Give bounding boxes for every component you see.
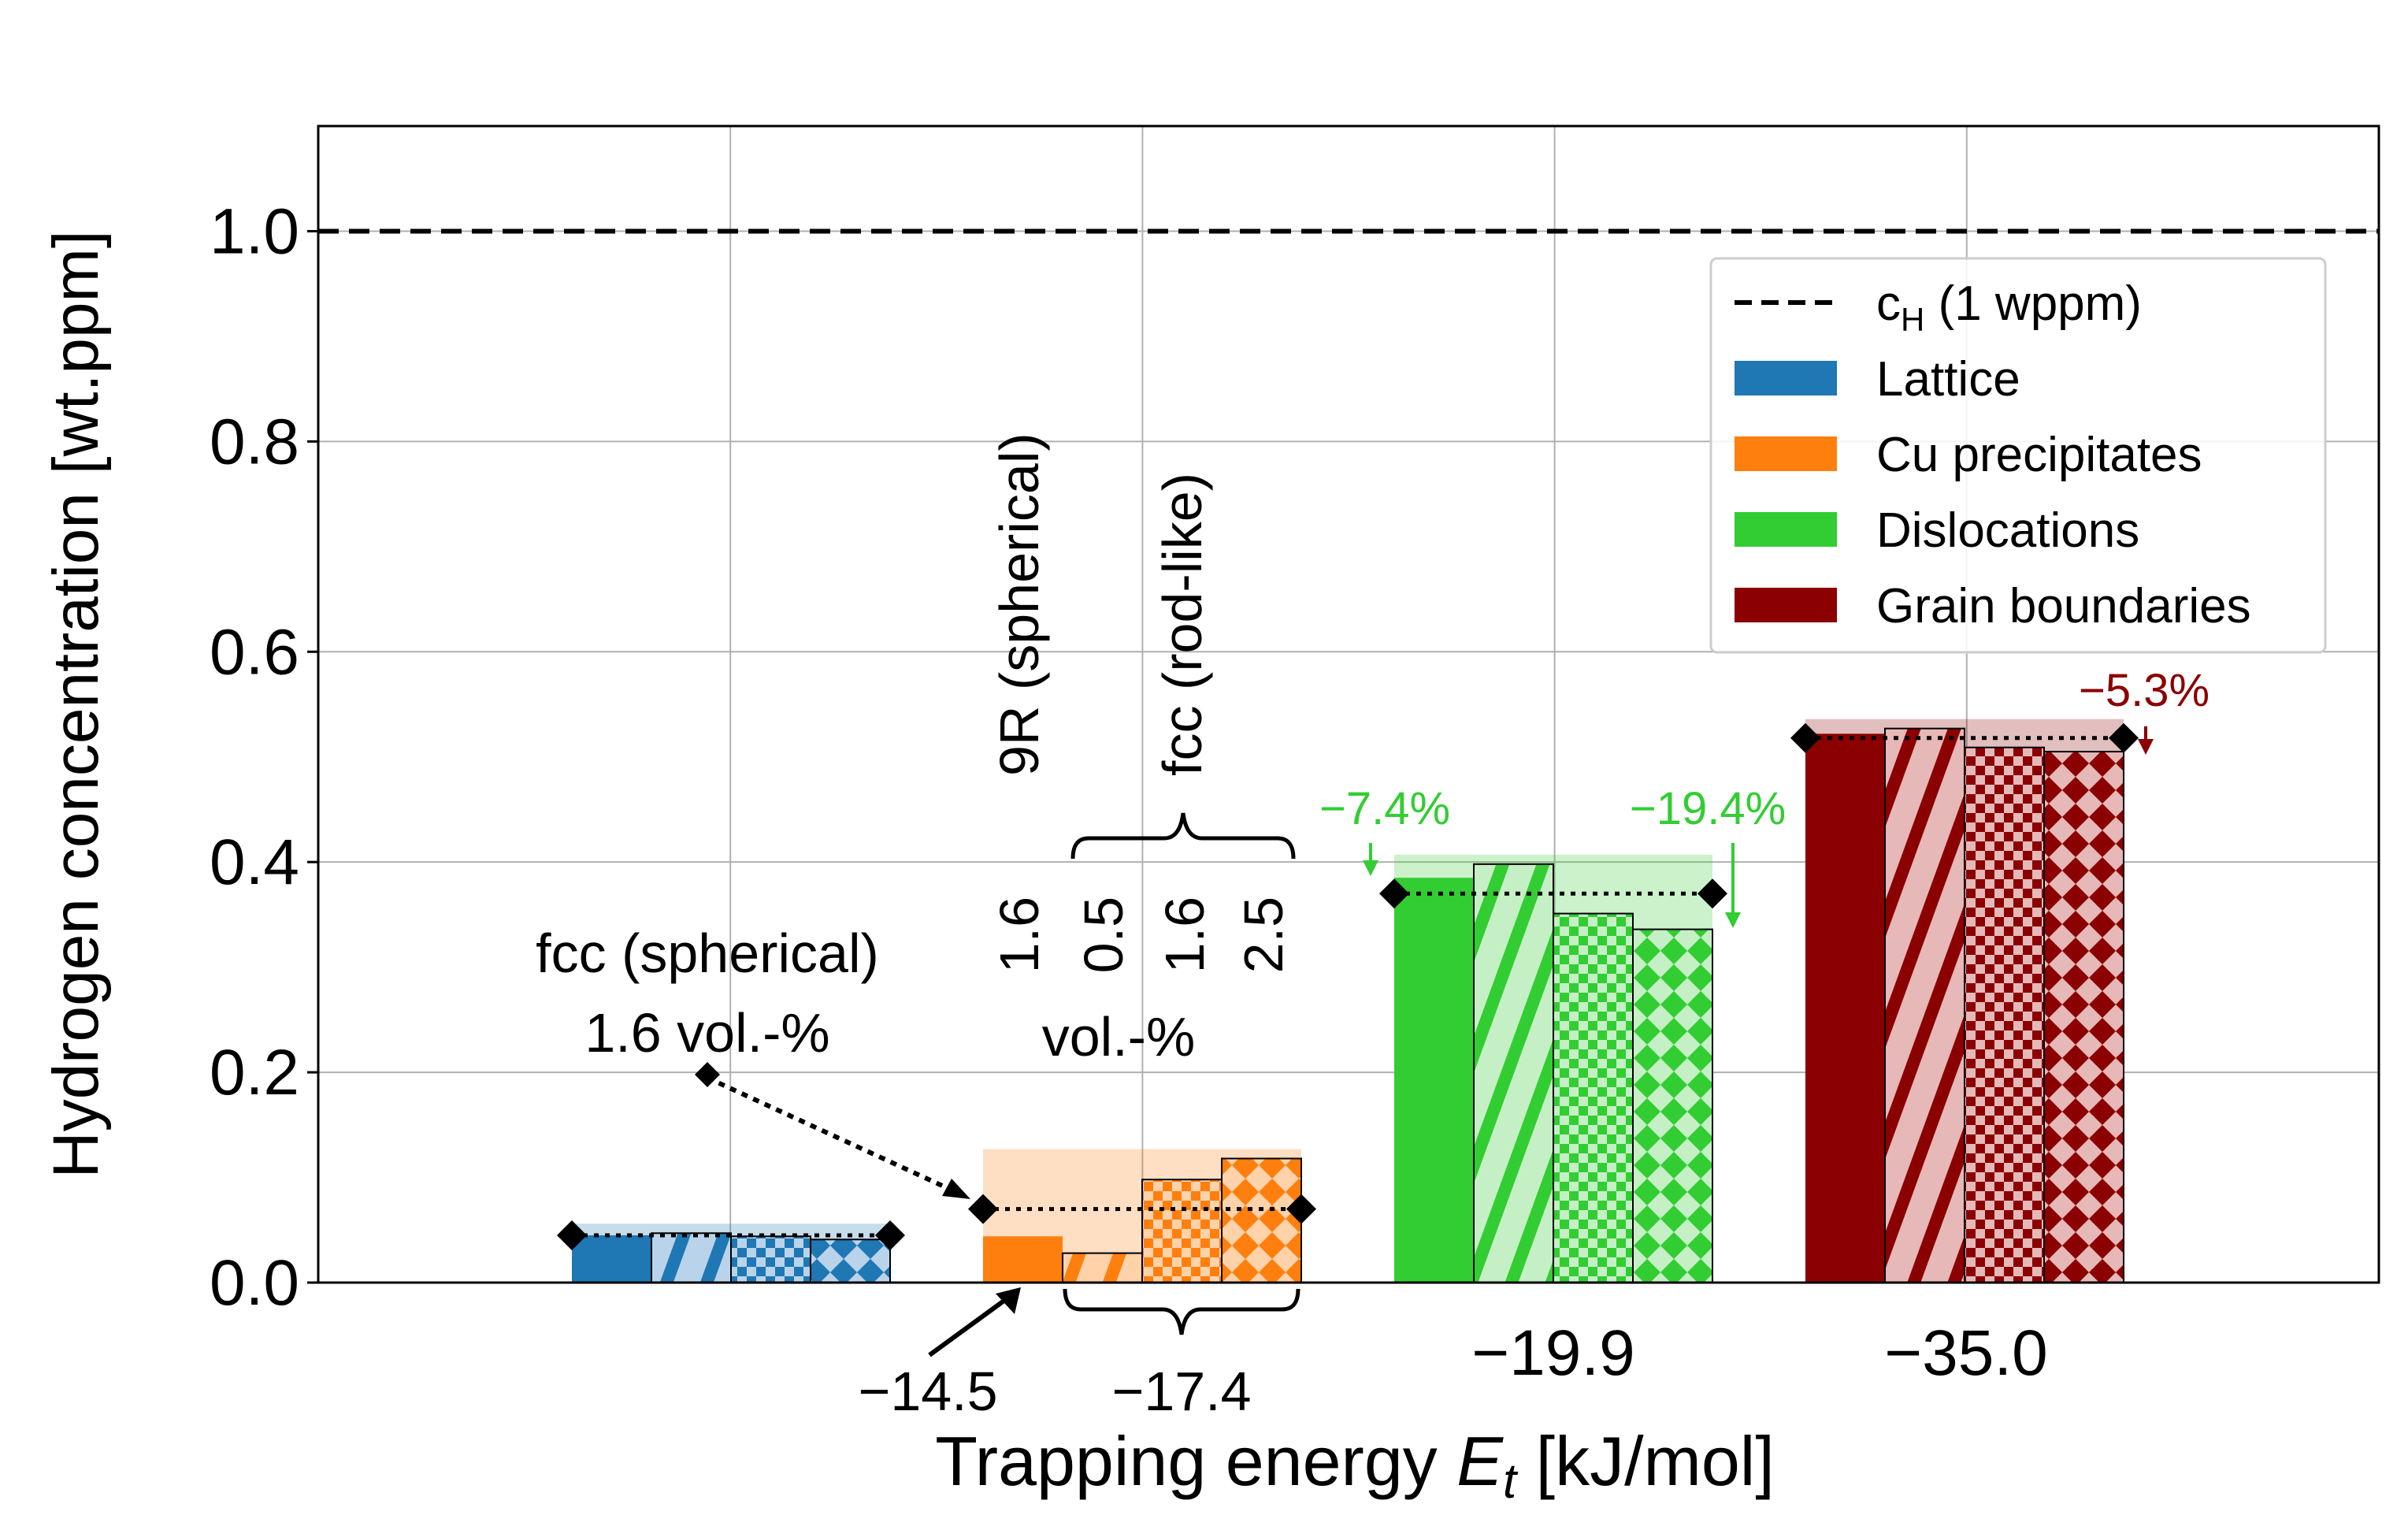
x-tick-label-dislocations: −19.9 (1471, 1317, 1634, 1389)
annotation-energy-17-4: −17.4 (1111, 1361, 1251, 1422)
bar-grain-boundaries-3 (1964, 746, 2045, 1283)
annotation-bottom-brace (1063, 1288, 1300, 1335)
bar-grain-boundaries-4 (2043, 751, 2124, 1283)
annotation-9r-spherical: 9R (spherical) (989, 433, 1050, 776)
y-axis-ticks: 0.0 0.2 0.4 0.6 0.8 1.0 (210, 195, 318, 1319)
annotation-energy-14-5: −14.5 (858, 1361, 997, 1422)
mean-marker (1379, 878, 1409, 909)
annotation-fcc-spherical-vol: 1.6 vol.-% (584, 1002, 829, 1064)
mean-marker (557, 1220, 587, 1250)
legend-label-reference: cH (1 wppm) (1876, 277, 2142, 338)
mean-marker (2109, 722, 2139, 753)
bar-cu-precipitates-3 (1141, 1179, 1223, 1284)
bar-dislocations-1 (1394, 878, 1474, 1283)
annotation-fcc-spherical: fcc (spherical) (536, 923, 879, 984)
mean-marker (1286, 1194, 1316, 1224)
annotation-vol-1: 1.6 (989, 897, 1050, 973)
energy-arrow-line (928, 1298, 1007, 1357)
bar-lattice-1 (572, 1235, 651, 1283)
annotation-fcc-rod: fcc (rod-like) (1152, 473, 1213, 776)
bar-grain-boundaries-1 (1805, 733, 1885, 1283)
bar-cu-precipitates-1 (983, 1236, 1063, 1283)
mean-marker (875, 1220, 905, 1250)
bar-lattice-3 (730, 1235, 811, 1284)
legend: cH (1 wppm) Lattice Cu precipitates Disloca… (1709, 257, 2327, 654)
bar-lattice-2 (651, 1232, 732, 1284)
energy-arrow-head (996, 1287, 1021, 1314)
x-axis-label: Trapping energy Et [kJ/mol] (935, 1422, 1775, 1509)
annotation-vol-3: 1.6 (1154, 897, 1215, 973)
legend-label-cu-precipitates: Cu precipitates (1876, 428, 2202, 482)
y-tick-label: 0.6 (210, 616, 299, 688)
mean-lines (557, 722, 2139, 1250)
bar-cu-precipitates-4 (1221, 1157, 1302, 1284)
bar-cu-precipitates-2 (1062, 1252, 1143, 1283)
legend-label-dislocations: Dislocations (1876, 503, 2139, 558)
legend-swatch-lattice (1735, 361, 1837, 395)
disloc-high-arrow-head (1725, 912, 1741, 928)
legend-swatch-dislocations (1735, 512, 1837, 547)
mean-marker (1790, 722, 1820, 753)
legend-box (1709, 257, 2327, 654)
bar-series (572, 727, 2124, 1284)
y-tick-label: 0.4 (210, 826, 299, 898)
annotation-disloc-high: −19.4% (1630, 783, 1786, 834)
bar-dislocations-2 (1473, 863, 1554, 1284)
annotation-arrow-line (706, 1075, 961, 1196)
y-axis-label: Hydrogen concentration [wt.ppm] (40, 230, 112, 1178)
annotation-arrow-head (942, 1179, 970, 1199)
plot-frame (317, 124, 2380, 1284)
annotation-gb-change: −5.3% (2079, 665, 2209, 716)
y-tick-label: 1.0 (210, 195, 299, 267)
bar-grain-boundaries-2 (1884, 727, 1965, 1283)
annotation-top-brace (1070, 812, 1296, 860)
x-tick-label-grain-boundaries: −35.0 (1884, 1317, 2047, 1389)
y-tick-label: 0.2 (210, 1037, 299, 1108)
gb-arrow-head (2138, 739, 2154, 755)
mean-marker (968, 1194, 998, 1224)
annotation-vol-4: 2.5 (1233, 897, 1294, 973)
annotation-diamond (695, 1062, 720, 1087)
mean-marker (1697, 878, 1727, 909)
legend-swatch-cu-precipitates (1735, 436, 1837, 471)
annotation-vol-unit: vol.-% (1042, 1006, 1195, 1068)
legend-label-grain-boundaries: Grain boundaries (1876, 579, 2251, 633)
y-tick-label: 0.0 (210, 1247, 299, 1319)
annotation-vol-2: 0.5 (1073, 897, 1134, 973)
annotation-disloc-low: −7.4% (1319, 783, 1450, 834)
y-tick-label: 0.8 (210, 406, 299, 477)
bar-dislocations-3 (1553, 912, 1634, 1284)
bar-lattice-4 (810, 1238, 891, 1284)
legend-label-lattice: Lattice (1876, 352, 2020, 407)
disloc-low-arrow-head (1363, 860, 1378, 876)
bar-dislocations-4 (1632, 928, 1713, 1284)
legend-swatch-grain-boundaries (1735, 588, 1837, 622)
